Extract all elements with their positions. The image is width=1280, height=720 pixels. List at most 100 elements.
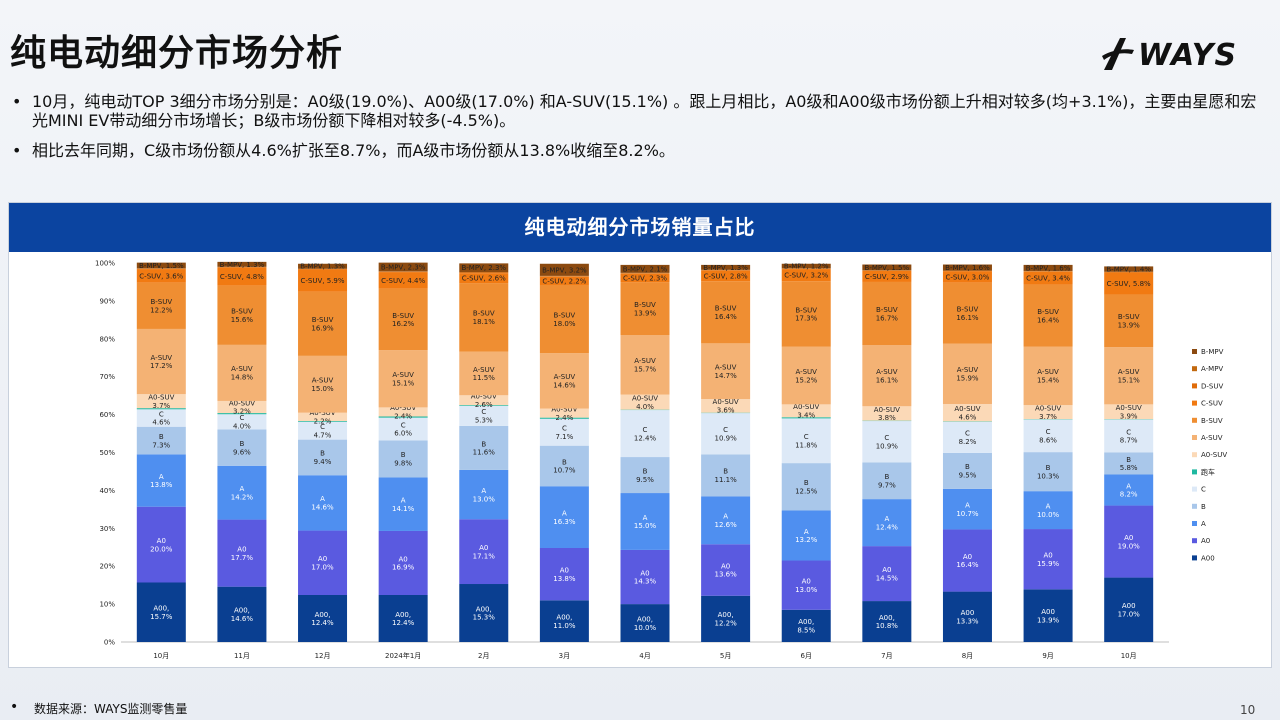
data-label: A0-SUV 3.9% [1116,404,1142,420]
data-label: A00, 12.4% [392,611,415,627]
bar-segment [378,530,428,596]
data-label: C-SUV, 2.2% [542,277,586,285]
data-label: A 13.8% [150,473,173,489]
data-label: A-SUV 16.1% [876,368,899,384]
data-label: A-SUV 17.2% [150,354,173,370]
data-label: A0 19.0% [1118,534,1141,550]
bar-segment [539,548,589,601]
data-label: A0-SUV 3.4% [793,403,819,419]
data-label: A 10.0% [1037,502,1060,518]
data-label: A 12.4% [876,515,899,531]
bar-segment [217,400,267,414]
bar-segment [862,499,912,547]
footnote-dot-icon: • [10,699,19,715]
data-label: A0-SUV 3.8% [874,406,900,422]
data-label: B-MPV, 1.3% [703,264,748,272]
y-tick-label: 20% [99,563,115,571]
bar-segment [459,405,509,426]
bar-segment [781,281,831,347]
bar-segment [378,350,428,408]
logo-text: WAYS [1138,38,1238,73]
bar-segment [942,271,992,283]
bar-segment [378,272,428,289]
bar-segment [862,345,912,407]
bar-segment [781,404,831,418]
stacked-bar-chart: 0% 10% 20% 30% 40% 50% 60% 70% 80% 90% 100% A00, 15.… [95,260,1227,661]
bar-segment [1023,284,1073,347]
y-tick-label: 90% [99,297,115,305]
bar-segment [217,413,267,415]
data-label: A 16.3% [553,509,576,525]
data-label: A0 16.4% [956,553,979,569]
bar-segment [378,477,428,531]
bar-segment [942,264,992,271]
data-label: C 8.2% [959,430,977,446]
data-label: B-SUV 16.4% [1037,308,1060,324]
bar-segment [1023,589,1073,642]
x-tick-label: 10月 [153,652,169,660]
data-label: B-SUV 13.9% [634,301,657,317]
bar-segment [298,475,348,531]
y-tick-label: 100% [95,260,115,268]
data-label: A-SUV 11.5% [473,366,496,382]
bar-segment [942,452,992,489]
bar-segment [298,355,348,413]
bar-segment [1023,405,1073,420]
bar-segment [1104,272,1154,295]
legend-swatch [1192,486,1197,492]
data-label: A00 17.0% [1118,602,1141,618]
data-label: B 9.8% [394,451,412,467]
data-label: B 9.6% [233,440,251,456]
bar-segment [1023,491,1073,530]
legend-label: A [1201,520,1206,528]
data-label: B-SUV 17.3% [795,306,818,322]
data-label: C-SUV, 3.2% [784,272,828,280]
data-label: C 5.3% [475,408,493,424]
legend-label: A00 [1201,554,1215,562]
bar-segment [701,270,751,282]
bar-segment [781,560,831,610]
legend-label: A0-SUV [1201,451,1227,459]
data-label: B-SUV 12.2% [150,298,173,314]
bar-segment [1023,529,1073,590]
bar-segment [459,519,509,585]
data-label: A 14.6% [311,495,334,511]
bar-segment [378,262,428,272]
y-tick-label: 40% [99,487,115,495]
bar-segment [781,417,831,419]
legend-label: B [1201,503,1206,511]
bar-segment [136,394,186,409]
bar-segment [1104,419,1154,453]
bar-segment [378,440,428,478]
data-label: A0 14.3% [634,569,657,585]
bar-segment [862,264,912,271]
bar-segment [298,412,348,422]
bar-segment [378,416,428,418]
bar-segment [781,346,831,405]
legend-label: B-MPV [1201,348,1224,356]
data-label: A-SUV 15.1% [392,371,415,387]
legend-swatch [1192,452,1197,458]
bar-segment [1104,294,1154,348]
y-tick-label: 80% [99,335,115,343]
data-label: A0 17.0% [311,555,334,571]
data-label: A-SUV 15.2% [795,368,818,384]
data-label: B 11.6% [473,440,496,456]
data-label: A00, 10.0% [634,615,657,631]
bar-segment [701,454,751,497]
bar-segment [217,586,267,642]
bar-segment [701,544,751,596]
data-label: B-SUV 18.0% [553,311,576,327]
data-label: A 12.6% [714,513,737,529]
data-label: A0-SUV 3.6% [713,398,739,414]
data-label: A0-SUV 4.6% [954,405,980,421]
bar-segment [1104,347,1154,405]
data-label: A-SUV 15.1% [1118,368,1141,384]
bar-segment [701,264,751,270]
x-tick-label: 11月 [234,652,250,660]
data-label: B-MPV, 1.5% [865,264,910,272]
data-label: B-SUV 16.1% [956,306,979,322]
bar-segment [217,285,267,345]
y-tick-label: 0% [104,639,115,647]
data-label: B-MPV, 1.3% [220,261,265,269]
